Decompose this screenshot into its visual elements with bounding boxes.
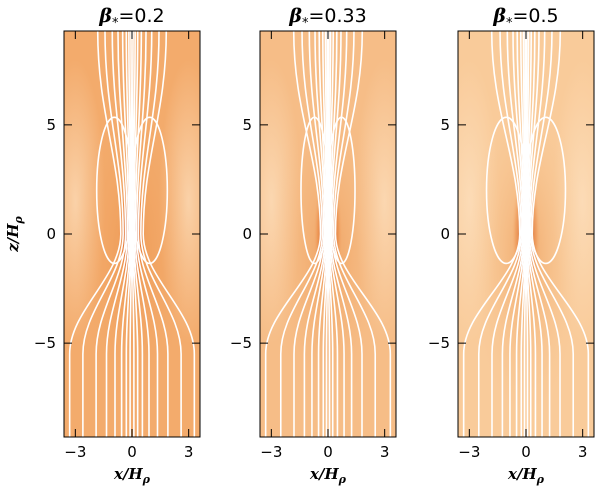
- field-line: [82, 31, 124, 437]
- x-axis-label: x/Hρ: [507, 465, 545, 486]
- y-tick-label: −5: [428, 334, 450, 352]
- y-tick-label: 0: [242, 225, 252, 243]
- panel-title: β*=0.5: [492, 5, 558, 31]
- field-line: [132, 31, 139, 437]
- field-line: [264, 31, 322, 437]
- field-lines: [68, 31, 196, 437]
- field-line: [120, 31, 131, 437]
- field-line: [462, 31, 521, 437]
- panel-3: −3 0 3 −5 0 5 β*=0.5 x/Hρ: [428, 5, 595, 486]
- ticks: [64, 31, 200, 437]
- field-line: [332, 31, 377, 437]
- field-line: [531, 31, 590, 437]
- x-tick-label: −3: [458, 443, 480, 461]
- y-tick-label: 5: [46, 116, 56, 134]
- y-tick-label: 5: [242, 116, 252, 134]
- x-axis-label: x/Hρ: [309, 465, 347, 486]
- y-tick-label: −5: [230, 334, 252, 352]
- field-line: [105, 31, 129, 437]
- x-axis-label: x/Hρ: [113, 465, 151, 486]
- field-line: [95, 31, 127, 437]
- field-line: [527, 31, 551, 437]
- y-tick-label: 5: [440, 116, 450, 134]
- field-line: [331, 31, 363, 437]
- field-line: [279, 31, 324, 437]
- field-line: [140, 31, 182, 437]
- field-line: [135, 31, 159, 437]
- x-tick-label: 0: [521, 443, 531, 461]
- field-line: [477, 31, 523, 437]
- closed-field-loop: [95, 116, 133, 265]
- y-tick-label: −5: [34, 334, 56, 352]
- ticks: [458, 31, 594, 437]
- y-axis-label: z/Hρ: [4, 216, 25, 253]
- panel-title: β*=0.2: [98, 5, 164, 31]
- field-lines: [462, 31, 590, 437]
- panel-1: −3 0 3 −5 0 5 β*=0.2 x/Hρ z/Hρ: [4, 5, 201, 486]
- field-line: [68, 31, 122, 437]
- closed-field-loop: [300, 116, 329, 265]
- field-line: [293, 31, 325, 437]
- panel-2: −3 0 3 −5 0 5 β*=0.33 x/Hρ: [230, 5, 397, 486]
- field-line: [142, 31, 196, 437]
- field-line: [133, 31, 144, 437]
- x-tick-label: 0: [127, 443, 137, 461]
- x-tick-label: 0: [323, 443, 333, 461]
- x-tick-label: 3: [380, 443, 390, 461]
- field-line: [529, 31, 575, 437]
- closed-field-loop: [485, 116, 527, 265]
- field-lines: [264, 31, 392, 437]
- x-tick-label: 3: [184, 443, 194, 461]
- y-tick-label: 0: [46, 225, 56, 243]
- field-line: [334, 31, 392, 437]
- y-tick-label: 0: [440, 225, 450, 243]
- x-tick-label: −3: [260, 443, 282, 461]
- x-tick-label: −3: [64, 443, 86, 461]
- field-line: [137, 31, 169, 437]
- panel-title: β*=0.33: [288, 5, 366, 31]
- ticks: [260, 31, 396, 437]
- x-tick-label: 3: [578, 443, 588, 461]
